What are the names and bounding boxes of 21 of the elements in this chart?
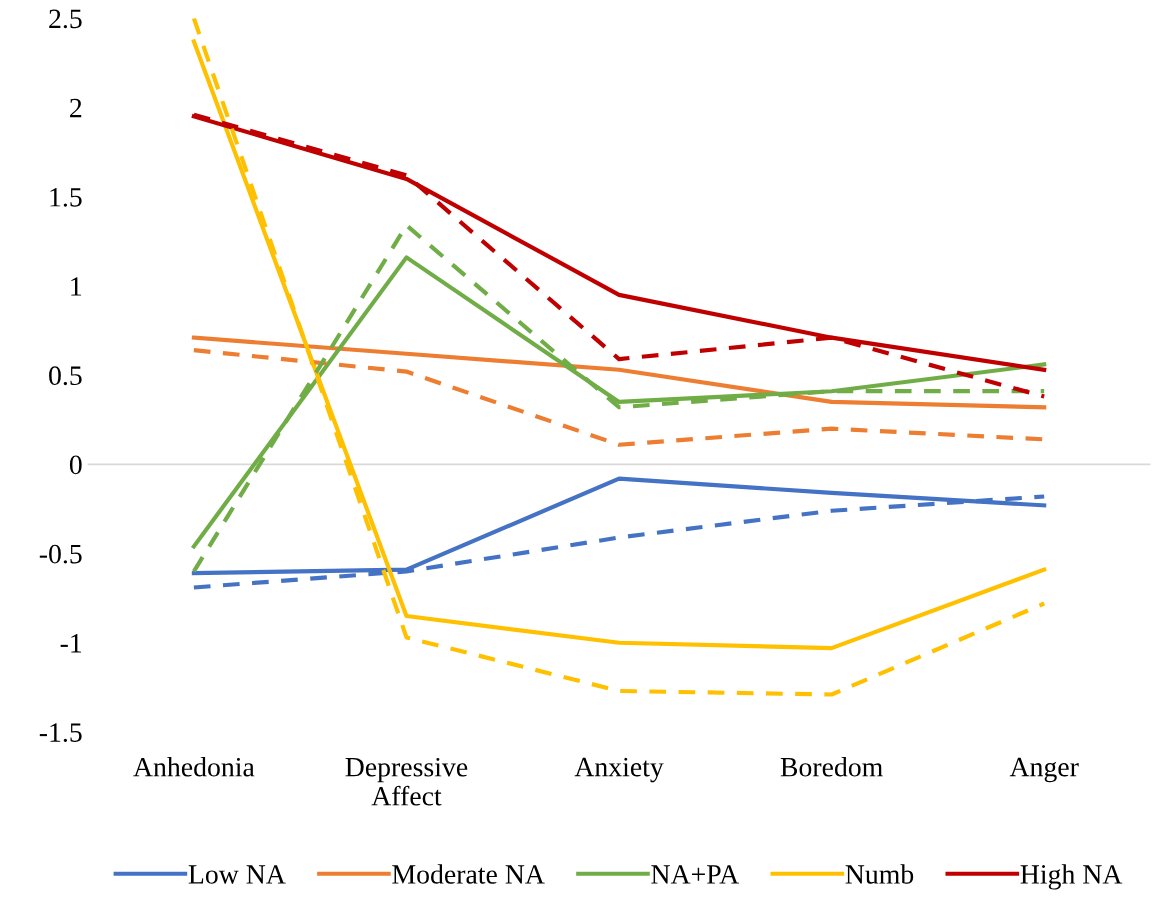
x-tick-label: Anhedonia	[133, 757, 255, 777]
legend-label: Low NA	[188, 865, 286, 884]
y-tick-label: 2	[70, 98, 82, 118]
x-tick-label: Depressive Affect	[345, 757, 468, 806]
y-tick-label: 0	[69, 455, 82, 475]
x-tick-label: Boredom	[780, 757, 883, 777]
y-tick-label: 1.5	[50, 188, 82, 207]
y-tick-label: -0.5	[39, 544, 82, 564]
legend-label: High NA	[1020, 864, 1123, 890]
line-series	[191, 223, 1047, 574]
y-tick-label: 0.5	[49, 366, 82, 386]
line-series	[191, 335, 1047, 410]
y-tick-label: 2.5	[49, 9, 82, 29]
legend-label: NA+PA	[651, 865, 740, 884]
x-tick-label: Anger	[1009, 757, 1079, 783]
y-tick-label: -1	[60, 634, 82, 653]
legend-label: Moderate NA	[392, 864, 545, 884]
y-tick-label: -1.5	[39, 723, 82, 743]
y-tick-label: 1	[71, 277, 82, 296]
x-tick-label: Anxiety	[574, 757, 664, 783]
legend-label: Numb	[845, 864, 914, 884]
